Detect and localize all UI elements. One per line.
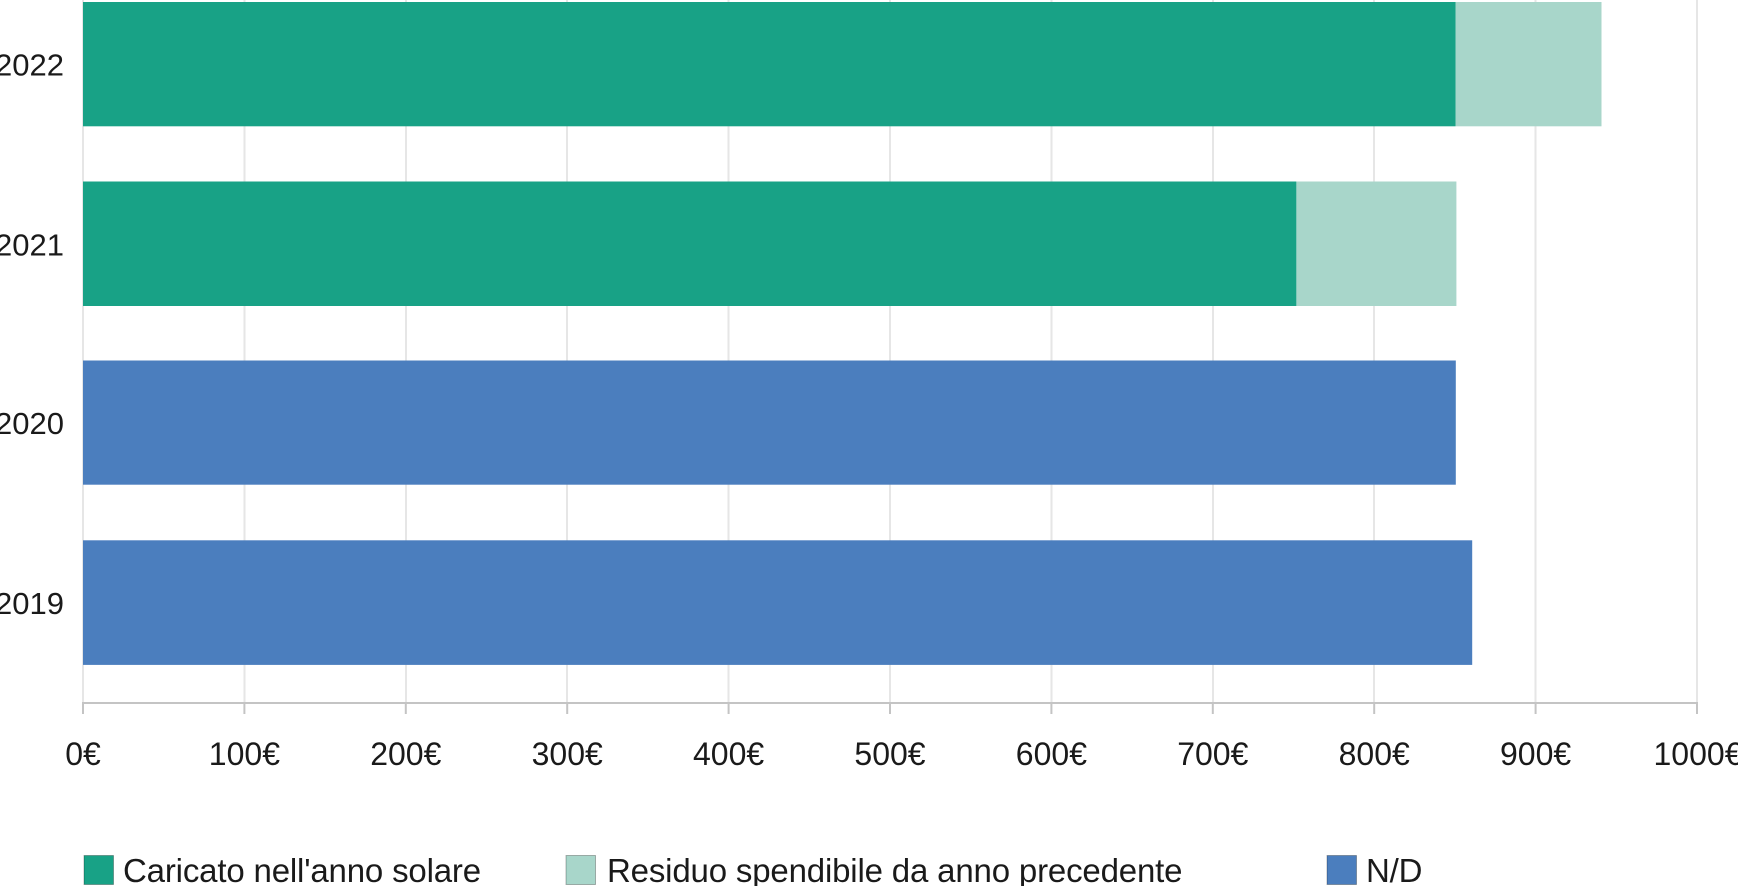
svg-text:900€: 900€ bbox=[1500, 736, 1571, 772]
svg-text:300€: 300€ bbox=[532, 736, 603, 772]
svg-text:500€: 500€ bbox=[854, 736, 925, 772]
svg-text:2021: 2021 bbox=[0, 227, 64, 262]
svg-text:2022: 2022 bbox=[0, 48, 64, 83]
svg-text:0€: 0€ bbox=[65, 736, 101, 772]
svg-text:700€: 700€ bbox=[1177, 736, 1248, 772]
svg-text:2020: 2020 bbox=[0, 406, 64, 441]
svg-text:Caricato nell'anno solare: Caricato nell'anno solare bbox=[123, 852, 481, 886]
svg-text:200€: 200€ bbox=[370, 736, 441, 772]
svg-text:2019: 2019 bbox=[0, 586, 64, 621]
svg-text:Residuo spendibile da anno pre: Residuo spendibile da anno precedente bbox=[607, 852, 1182, 886]
svg-text:N/D: N/D bbox=[1366, 852, 1422, 886]
svg-text:100€: 100€ bbox=[209, 736, 280, 772]
svg-text:800€: 800€ bbox=[1339, 736, 1410, 772]
svg-text:600€: 600€ bbox=[1016, 736, 1087, 772]
svg-text:400€: 400€ bbox=[693, 736, 764, 772]
svg-text:1000€: 1000€ bbox=[1654, 736, 1738, 772]
